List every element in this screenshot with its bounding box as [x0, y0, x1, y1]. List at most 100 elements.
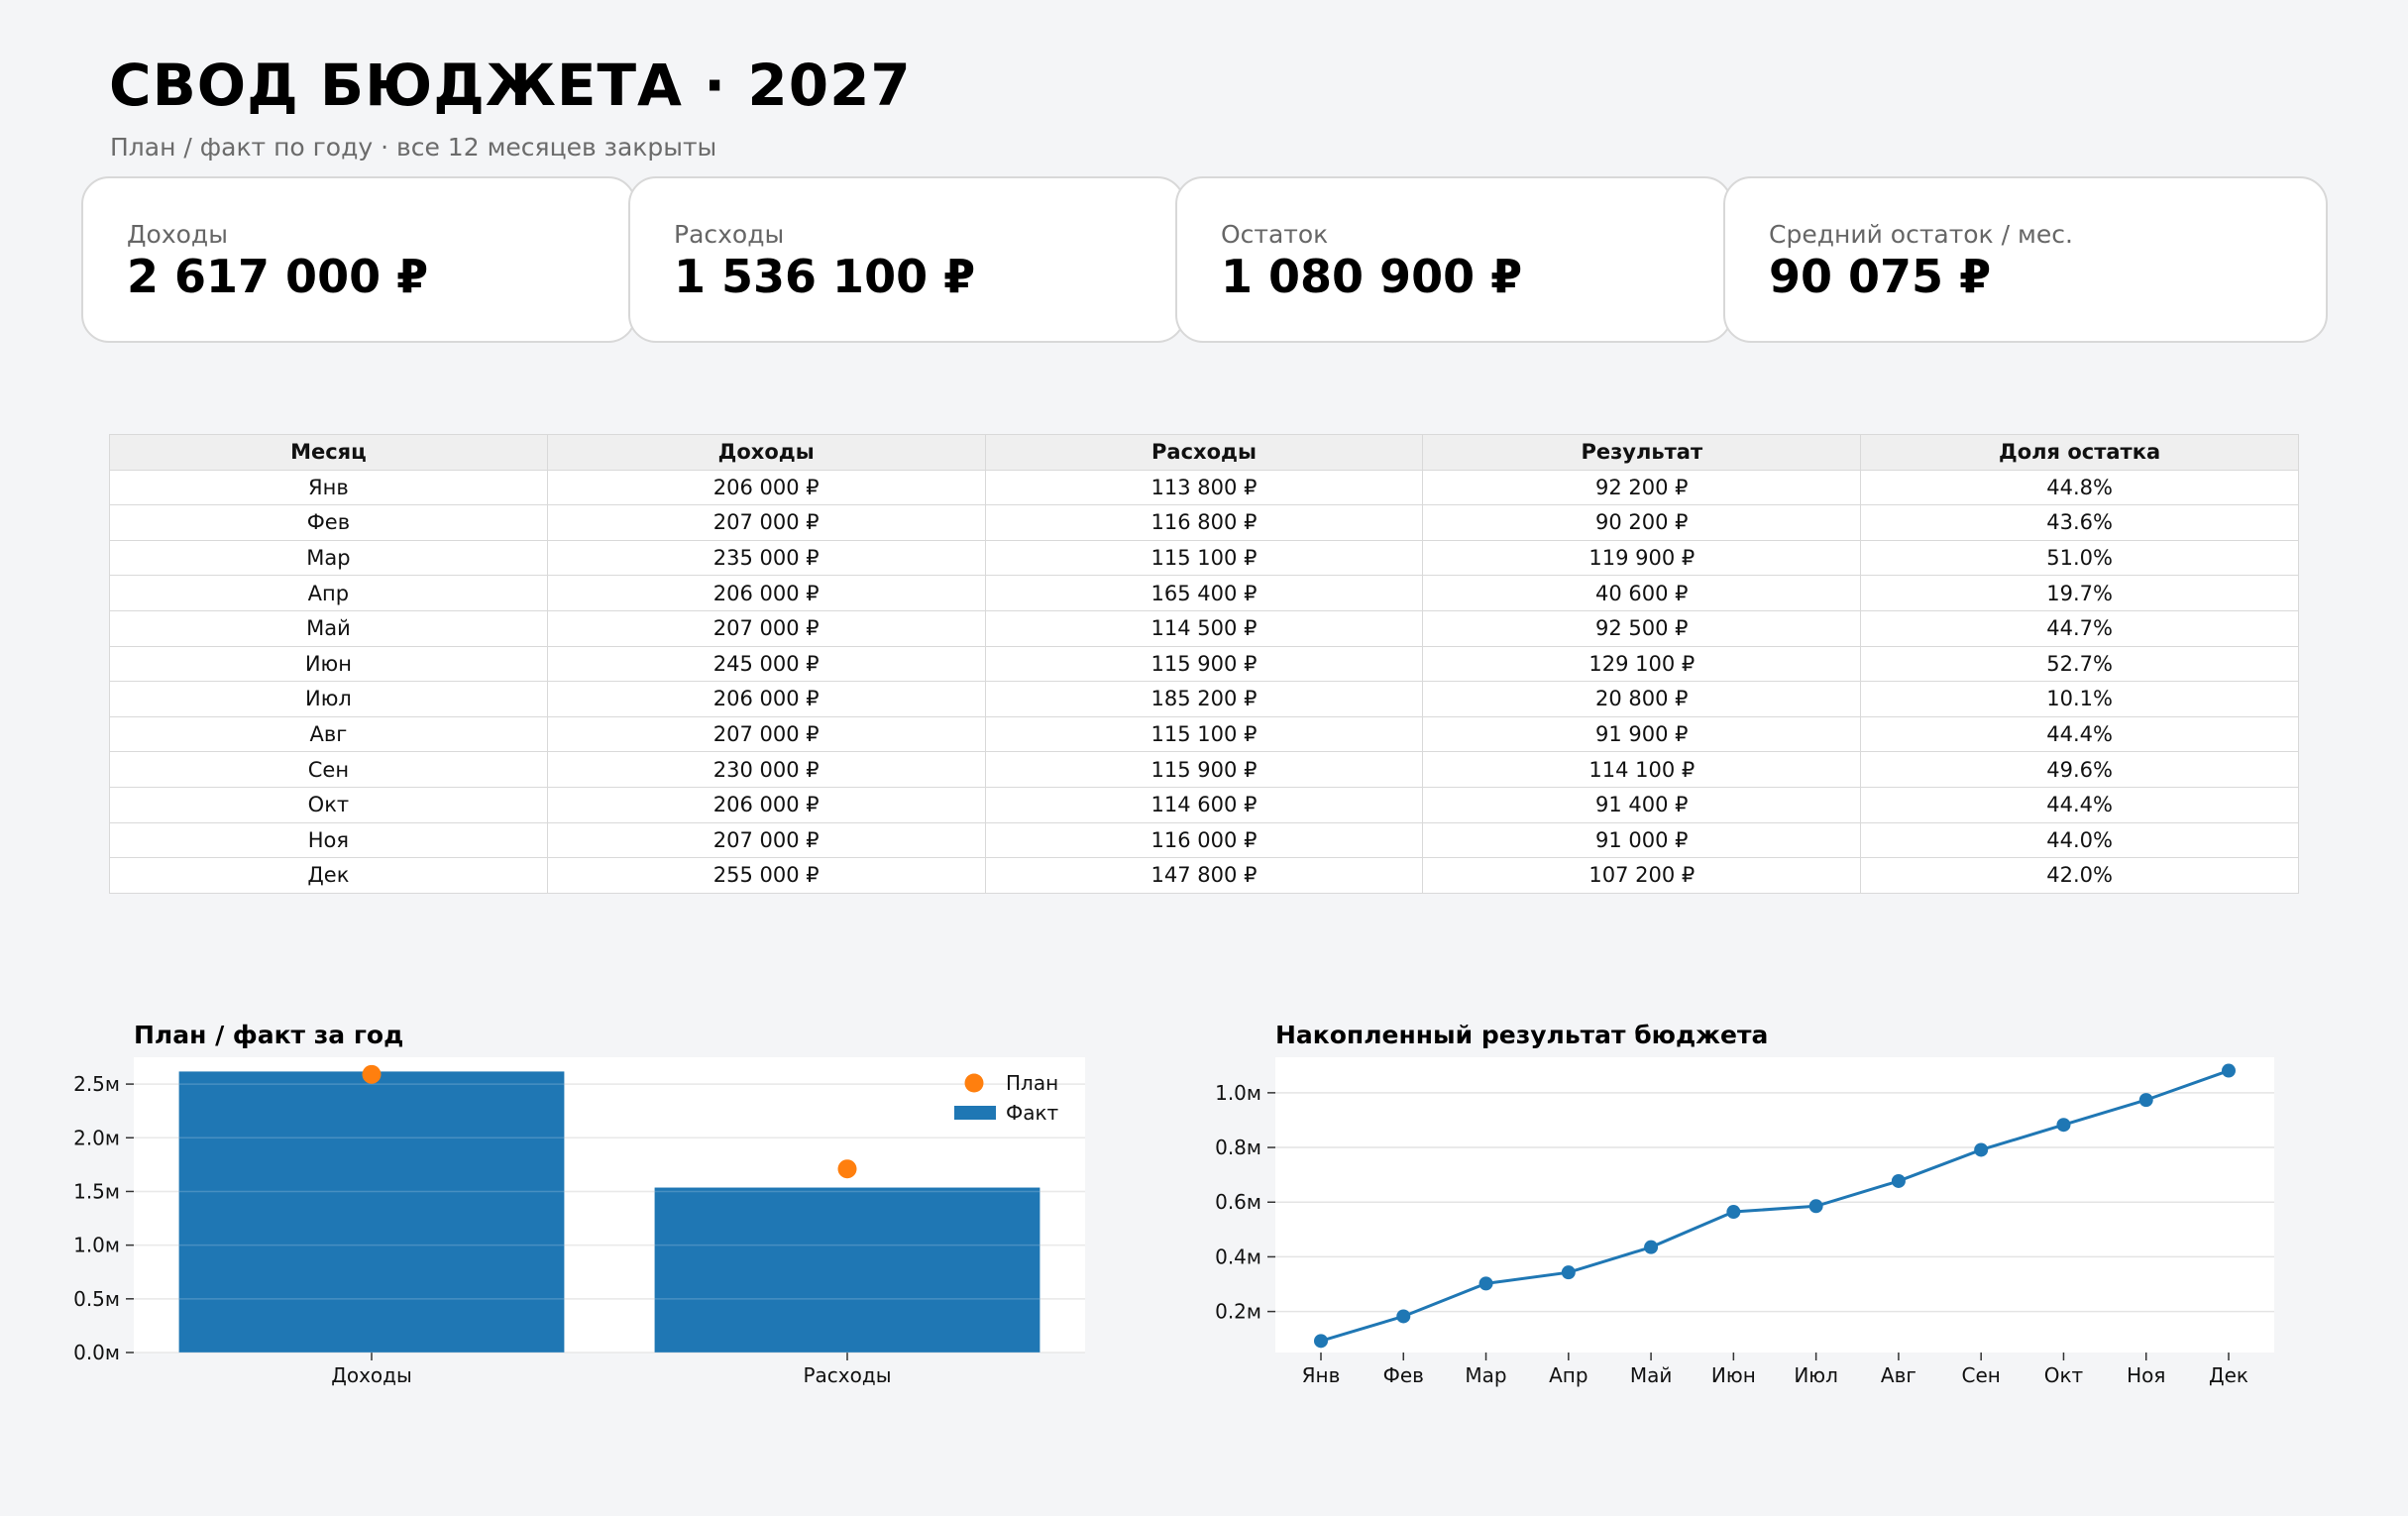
kpi-value: 2 617 000 ₽ [127, 250, 429, 303]
kpi-card-avg-balance: Средний остаток / мес. 90 075 ₽ [1723, 176, 2328, 343]
table-row: Янв 206 000 ₽113 800 ₽92 200 ₽44.8% [109, 469, 2299, 506]
table-cell: Июл [109, 681, 548, 717]
table-cell: 116 800 ₽ [984, 504, 1424, 541]
kpi-card-income: Доходы 2 617 000 ₽ [81, 176, 636, 343]
table-cell: 42.0% [1860, 857, 2299, 894]
kpi-label: Остаток [1221, 220, 1329, 249]
table-cell: 115 900 ₽ [984, 645, 1424, 683]
table-cell: 43.6% [1860, 504, 2299, 541]
plan-fact-bar-chart: 0.0м 0.5м 1.0м 1.5м 2.0м 2.5м Доходы Расходы Пла… [73, 1057, 1085, 1387]
table-cell: Дек [109, 857, 548, 894]
table-cell: 90 200 ₽ [1422, 504, 1862, 541]
x-tick-label: Сен [1962, 1363, 2001, 1387]
table-row: Июл 206 000 ₽185 200 ₽20 800 ₽10.1% [109, 681, 2299, 717]
plan-point [362, 1064, 382, 1084]
table-cell: 44.0% [1860, 821, 2299, 859]
plan-point [837, 1159, 857, 1179]
table-cell: Мар [109, 539, 548, 577]
table-cell: Ноя [109, 821, 548, 859]
bar-fact [178, 1071, 565, 1353]
table-cell: 206 000 ₽ [546, 469, 986, 506]
table-cell: 235 000 ₽ [546, 539, 986, 577]
y-tick-label: 2.0м [73, 1126, 120, 1149]
y-tick-label: 0.6м [1215, 1190, 1261, 1214]
table-row: Июн 245 000 ₽115 900 ₽129 100 ₽52.7% [109, 645, 2299, 683]
table-cell: Окт [109, 786, 548, 823]
y-tick-label: 1.5м [73, 1179, 120, 1203]
table-cell: 91 900 ₽ [1422, 715, 1862, 753]
table-row: Окт 206 000 ₽114 600 ₽91 400 ₽44.4% [109, 786, 2299, 823]
x-tick-label: Ноя [2127, 1363, 2165, 1387]
table-cell: 114 100 ₽ [1422, 751, 1862, 788]
table-row: Май 207 000 ₽114 500 ₽92 500 ₽44.7% [109, 609, 2299, 647]
table-cell: 115 900 ₽ [984, 751, 1424, 788]
y-tick-label: 0.5м [73, 1287, 120, 1311]
table-cell: 51.0% [1860, 539, 2299, 577]
x-tick-label: Мар [1465, 1363, 1506, 1387]
data-point [1314, 1334, 1328, 1349]
table-cell: 206 000 ₽ [546, 786, 986, 823]
data-point [2222, 1063, 2236, 1078]
data-point [1478, 1276, 1493, 1291]
table-cell: 147 800 ₽ [984, 857, 1424, 894]
table-cell: Июн [109, 645, 548, 683]
table-cell: 207 000 ₽ [546, 504, 986, 541]
x-tick-label: Расходы [803, 1363, 891, 1387]
x-tick-label: Дек [2209, 1363, 2248, 1387]
table-cell: 44.8% [1860, 469, 2299, 506]
x-tick-label: Фев [1383, 1363, 1424, 1387]
data-point [1726, 1205, 1741, 1220]
table-cell: Апр [109, 575, 548, 611]
table-cell: Янв [109, 469, 548, 506]
table-cell: 207 000 ₽ [546, 715, 986, 753]
plot-area [1275, 1057, 2274, 1353]
data-point [1974, 1142, 1989, 1157]
data-point [1808, 1199, 1823, 1214]
legend-fact-marker [954, 1106, 996, 1120]
y-tick-label: 0.0м [73, 1341, 120, 1364]
y-tick-label: 0.4м [1215, 1245, 1261, 1268]
table-cell: 92 500 ₽ [1422, 609, 1862, 647]
data-point [1396, 1309, 1411, 1324]
x-tick-label: Окт [2044, 1363, 2084, 1387]
table-cell: 91 400 ₽ [1422, 786, 1862, 823]
page-subtitle: План / факт по году · все 12 месяцев зак… [110, 133, 717, 162]
table-row: Мар 235 000 ₽115 100 ₽119 900 ₽51.0% [109, 539, 2299, 577]
legend-fact-label: Факт [1006, 1101, 1059, 1125]
kpi-card-expenses: Расходы 1 536 100 ₽ [628, 176, 1185, 343]
table-cell: 92 200 ₽ [1422, 469, 1862, 506]
table-row: Фев 207 000 ₽116 800 ₽90 200 ₽43.6% [109, 504, 2299, 541]
table-row: Апр 206 000 ₽165 400 ₽40 600 ₽19.7% [109, 575, 2299, 611]
table-cell: 113 800 ₽ [984, 469, 1424, 506]
y-tick-label: 2.5м [73, 1072, 120, 1096]
page-title: СВОД БЮДЖЕТА · 2027 [109, 52, 912, 119]
x-tick-label: Июн [1711, 1363, 1756, 1387]
budget-table: Месяц Доходы Расходы Результат Доля оста… [109, 434, 2299, 894]
y-tick-label: 0.8м [1215, 1136, 1261, 1159]
x-tick-label: Апр [1549, 1363, 1587, 1387]
table-cell: 230 000 ₽ [546, 751, 986, 788]
kpi-value: 90 075 ₽ [1769, 250, 1992, 303]
column-header-result: Результат [1422, 434, 1862, 471]
x-tick-label: Май [1630, 1363, 1673, 1387]
table-cell: 91 000 ₽ [1422, 821, 1862, 859]
table-cell: 115 100 ₽ [984, 539, 1424, 577]
column-header-expenses: Расходы [984, 434, 1424, 471]
table-row: Дек 255 000 ₽147 800 ₽107 200 ₽42.0% [109, 857, 2299, 894]
cumulative-line [1320, 1069, 2230, 1343]
table-cell: 107 200 ₽ [1422, 857, 1862, 894]
column-header-balance-share: Доля остатка [1860, 434, 2299, 471]
table-cell: 114 600 ₽ [984, 786, 1424, 823]
x-tick-label: Янв [1302, 1363, 1341, 1387]
x-tick-label: Авг [1881, 1363, 1916, 1387]
table-cell: 114 500 ₽ [984, 609, 1424, 647]
table-row: Авг 207 000 ₽115 100 ₽91 900 ₽44.4% [109, 715, 2299, 753]
table-header-row: Месяц Доходы Расходы Результат Доля оста… [109, 434, 2299, 471]
legend-plan-label: План [1006, 1071, 1058, 1095]
chart-title-cumulative: Накопленный результат бюджета [1275, 1021, 1769, 1049]
table-cell: 129 100 ₽ [1422, 645, 1862, 683]
table-cell: 44.4% [1860, 786, 2299, 823]
table-cell: Май [109, 609, 548, 647]
table-cell: 10.1% [1860, 681, 2299, 717]
kpi-value: 1 536 100 ₽ [674, 250, 976, 303]
